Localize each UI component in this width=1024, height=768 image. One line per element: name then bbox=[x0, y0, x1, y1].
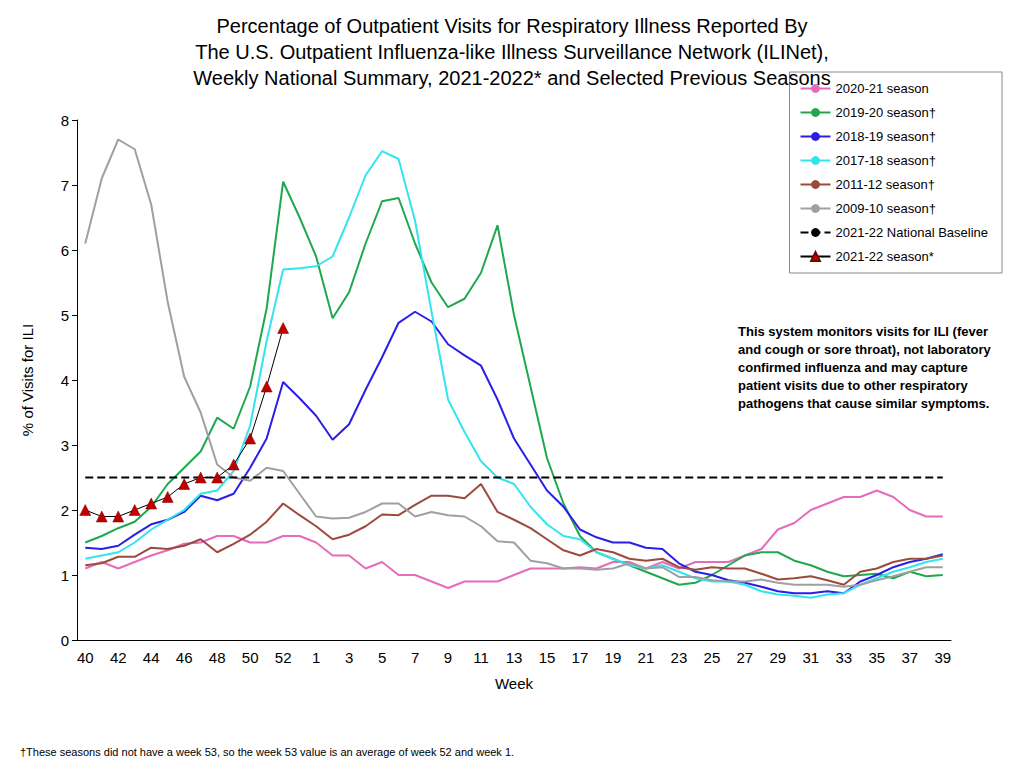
svg-text:confirmed influenza and may ca: confirmed influenza and may capture bbox=[738, 360, 971, 375]
svg-text:25: 25 bbox=[704, 649, 721, 666]
svg-text:patient visits due to other re: patient visits due to other respiratory bbox=[738, 378, 971, 393]
svg-text:This system monitors visits fo: This system monitors visits for ILI (fev… bbox=[738, 324, 992, 339]
svg-text:13: 13 bbox=[506, 649, 523, 666]
svg-text:44: 44 bbox=[143, 649, 160, 666]
svg-text:3: 3 bbox=[345, 649, 353, 666]
svg-text:8: 8 bbox=[61, 112, 69, 129]
svg-text:21: 21 bbox=[638, 649, 655, 666]
svg-text:35: 35 bbox=[868, 649, 885, 666]
svg-text:19: 19 bbox=[605, 649, 622, 666]
svg-text:29: 29 bbox=[770, 649, 787, 666]
svg-text:2017-18 season†: 2017-18 season† bbox=[836, 153, 936, 168]
svg-text:7: 7 bbox=[61, 177, 69, 194]
svg-text:1: 1 bbox=[312, 649, 320, 666]
svg-text:pathogens that cause similar s: pathogens that cause similar symptoms. bbox=[738, 396, 989, 411]
svg-text:50: 50 bbox=[242, 649, 259, 666]
svg-text:27: 27 bbox=[737, 649, 754, 666]
svg-text:2: 2 bbox=[61, 502, 69, 519]
svg-text:2009-10 season†: 2009-10 season† bbox=[836, 201, 936, 216]
svg-text:11: 11 bbox=[473, 649, 489, 666]
svg-text:23: 23 bbox=[671, 649, 688, 666]
svg-text:15: 15 bbox=[539, 649, 556, 666]
svg-text:48: 48 bbox=[209, 649, 226, 666]
svg-text:37: 37 bbox=[901, 649, 918, 666]
svg-text:0: 0 bbox=[61, 632, 69, 649]
svg-text:Week: Week bbox=[495, 675, 534, 692]
svg-text:40: 40 bbox=[77, 649, 94, 666]
svg-text:4: 4 bbox=[61, 372, 69, 389]
svg-text:2011-12 season†: 2011-12 season† bbox=[836, 177, 936, 192]
svg-text:2021-22 National Baseline: 2021-22 National Baseline bbox=[836, 225, 989, 240]
svg-text:52: 52 bbox=[275, 649, 292, 666]
svg-text:9: 9 bbox=[444, 649, 452, 666]
svg-text:31: 31 bbox=[802, 649, 819, 666]
svg-text:6: 6 bbox=[61, 242, 69, 259]
svg-text:2019-20 season†: 2019-20 season† bbox=[836, 105, 936, 120]
svg-text:5: 5 bbox=[61, 307, 69, 324]
svg-text:42: 42 bbox=[110, 649, 127, 666]
svg-text:17: 17 bbox=[572, 649, 589, 666]
svg-text:2018-19 season†: 2018-19 season† bbox=[836, 129, 936, 144]
svg-text:33: 33 bbox=[835, 649, 852, 666]
svg-text:39: 39 bbox=[934, 649, 951, 666]
svg-text:2021-22 season*: 2021-22 season* bbox=[836, 249, 934, 264]
svg-text:% of Visits for ILI: % of Visits for ILI bbox=[19, 324, 36, 436]
svg-text:Percentage of Outpatient Visit: Percentage of Outpatient Visits for Resp… bbox=[216, 15, 807, 37]
svg-text:46: 46 bbox=[176, 649, 193, 666]
svg-text:and cough or sore throat), not: and cough or sore throat), not laborator… bbox=[738, 342, 994, 357]
svg-text:7: 7 bbox=[411, 649, 419, 666]
svg-text:1: 1 bbox=[61, 567, 69, 584]
svg-text:3: 3 bbox=[61, 437, 69, 454]
svg-text:2020-21 season: 2020-21 season bbox=[836, 81, 929, 96]
svg-text:The U.S. Outpatient Influenza-: The U.S. Outpatient Influenza-like Illne… bbox=[195, 41, 829, 63]
svg-text:†These seasons did not have a: †These seasons did not have a week 53, s… bbox=[20, 746, 514, 758]
svg-text:Weekly National Summary, 2021-: Weekly National Summary, 2021-2022* and … bbox=[193, 67, 830, 89]
svg-text:5: 5 bbox=[378, 649, 386, 666]
